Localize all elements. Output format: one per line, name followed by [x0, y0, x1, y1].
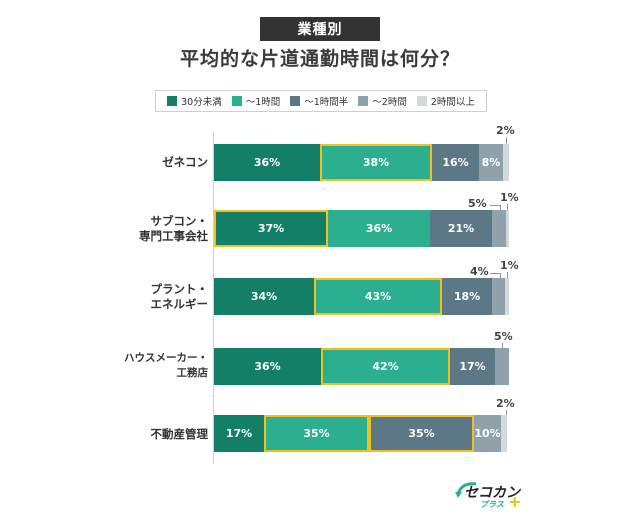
outside-value-label: 1% — [500, 191, 519, 204]
row-label-line: 工務店 — [176, 367, 209, 379]
leader-line — [507, 272, 508, 278]
legend-swatch — [231, 96, 242, 106]
leader-line — [507, 204, 508, 210]
row-label-line: ゼネコン — [162, 155, 208, 169]
bar-segment — [492, 210, 506, 247]
leader-line — [506, 137, 507, 144]
outside-value-label: 2% — [496, 397, 515, 410]
row-label-plant-energy: プラント・ エネルギー — [151, 282, 209, 312]
bar-segment: 36% — [214, 144, 320, 181]
legend-item-up-to-2h: ～2時間 — [358, 94, 407, 108]
legend-label: 30分未満 — [181, 97, 222, 108]
row-label-line: サブコン・ — [150, 214, 209, 228]
legend-swatch — [416, 96, 427, 106]
legend-swatch — [167, 96, 178, 106]
legend-label: 2時間以上 — [430, 97, 475, 108]
legend-item-up-to-1-5h: ～1時間半 — [290, 94, 348, 108]
bar-segment: 36% — [328, 210, 430, 247]
bar-segment-highlighted: 35% — [369, 415, 474, 452]
chart-title: 平均的な片道通勤時間は何分？ — [179, 48, 460, 70]
row-label-general-contractor: ゼネコン — [162, 155, 208, 170]
logo-arc-icon — [455, 482, 477, 498]
bar-segment-highlighted: 42% — [321, 348, 450, 385]
outside-value-label: 4% — [470, 265, 489, 278]
leader-line — [490, 273, 501, 279]
legend-label: ～1時間半 — [304, 97, 349, 108]
legend-label: ～1時間 — [245, 97, 281, 108]
legend-swatch — [358, 96, 369, 106]
bar-segment — [505, 278, 509, 315]
row-label-line: 不動産管理 — [150, 427, 209, 441]
outside-value-label: 1% — [500, 259, 519, 272]
bar-general-contractor: 36% 38% 16% 8% — [214, 144, 509, 181]
category-axis — [213, 132, 214, 464]
sekokan-plus-logo: セコカン プラス + — [452, 478, 532, 512]
bar-segment — [492, 278, 505, 315]
bar-segment-highlighted: 43% — [314, 278, 442, 315]
logo-plus-icon: + — [508, 492, 522, 511]
bar-segment: 10% — [474, 415, 501, 452]
legend-item-over-2h: 2時間以上 — [416, 94, 475, 108]
legend-swatch — [290, 96, 301, 106]
bar-segment: 34% — [214, 278, 314, 315]
legend: 30分未満 ～1時間 ～1時間半 ～2時間 2時間以上 — [155, 90, 487, 112]
bar-segment: 17% — [214, 415, 264, 452]
bar-segment: 18% — [442, 278, 492, 315]
row-label-line: 専門工事会社 — [139, 229, 208, 243]
logo-sub-text: プラス — [480, 500, 504, 509]
outside-value-label: 2% — [496, 124, 515, 137]
leader-line — [506, 410, 507, 415]
bar-segment — [506, 210, 509, 247]
bar-segment-highlighted: 37% — [214, 210, 328, 247]
outside-value-label: 5% — [468, 197, 487, 210]
bar-segment — [501, 415, 507, 452]
bar-real-estate-management: 17% 35% 35% 10% — [214, 415, 509, 452]
bar-segment-highlighted: 35% — [264, 415, 369, 452]
bar-segment — [495, 348, 509, 385]
bar-house-maker: 36% 42% 17% — [214, 348, 509, 385]
legend-item-under-30min: 30分未満 — [167, 94, 222, 108]
leader-line — [490, 205, 501, 211]
logo-main-text: セコカン — [464, 485, 520, 501]
row-label-line: プラント・ — [150, 282, 209, 296]
bar-subcontractor: 37% 36% 21% — [214, 210, 509, 247]
bar-plant-energy: 34% 43% 18% — [214, 278, 509, 315]
legend-item-up-to-1h: ～1時間 — [231, 94, 281, 108]
row-label-house-maker: ハウスメーカー・ 工務店 — [124, 351, 208, 381]
bar-segment: 17% — [450, 348, 495, 385]
row-label-subcontractor: サブコン・ 専門工事会社 — [139, 214, 208, 244]
legend-label: ～2時間 — [372, 97, 407, 108]
category-badge: 業種別 — [260, 17, 380, 41]
bar-segment: 8% — [479, 144, 503, 181]
bar-segment-highlighted: 38% — [320, 144, 432, 181]
outside-value-label: 5% — [494, 330, 513, 343]
bar-segment — [503, 144, 509, 181]
leader-line — [502, 343, 503, 348]
row-label-real-estate-management: 不動産管理 — [151, 427, 209, 442]
bar-segment: 16% — [432, 144, 479, 181]
bar-segment: 21% — [430, 210, 492, 247]
row-label-line: ハウスメーカー・ — [124, 352, 208, 364]
bar-segment: 36% — [214, 348, 321, 385]
row-label-line: エネルギー — [150, 297, 209, 311]
